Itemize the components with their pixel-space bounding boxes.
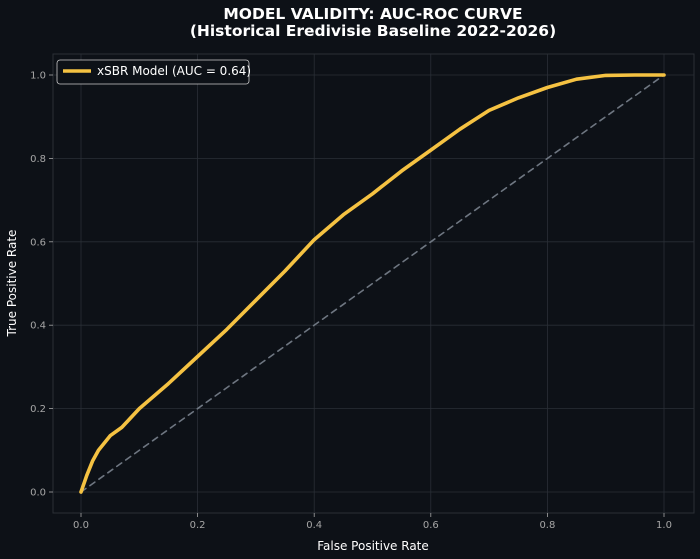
y-tick-label: 0.2 <box>30 404 46 415</box>
roc-curve-line <box>79 73 666 494</box>
y-tick-label: 0.0 <box>30 488 46 499</box>
legend-box <box>56 59 250 85</box>
x-tick-label: 0.8 <box>539 520 555 531</box>
x-axis-label: False Positive Rate <box>317 539 429 553</box>
x-tick-label: 0.4 <box>306 520 322 531</box>
y-tick-label: 1.0 <box>30 71 46 82</box>
chart-title-line-1: MODEL VALIDITY: AUC-ROC CURVE <box>223 5 522 23</box>
legend: xSBR Model (AUC = 0.64) <box>56 59 251 85</box>
x-tick-label: 0.2 <box>190 520 206 531</box>
y-axis-label: True Positive Rate <box>5 230 19 338</box>
y-tick-label: 0.6 <box>30 237 46 248</box>
y-tick-label: 0.4 <box>30 321 46 332</box>
x-tick-label: 1.0 <box>656 520 672 531</box>
y-tick-label: 0.8 <box>30 154 46 165</box>
x-tick-label: 0.0 <box>73 520 89 531</box>
chart-title-line-2: (Historical Eredivisie Baseline 2022-202… <box>190 22 556 40</box>
series-group <box>79 73 666 494</box>
grid <box>53 54 694 513</box>
x-tick-label: 0.6 <box>423 520 439 531</box>
chance-diagonal-line <box>80 74 665 493</box>
axis-ticks: 0.0 0.2 0.4 0.6 0.8 1.0 0.0 0.2 0.4 0.6 0.8 1.0 <box>30 71 672 532</box>
legend-label: xSBR Model (AUC = 0.64) <box>97 64 251 78</box>
